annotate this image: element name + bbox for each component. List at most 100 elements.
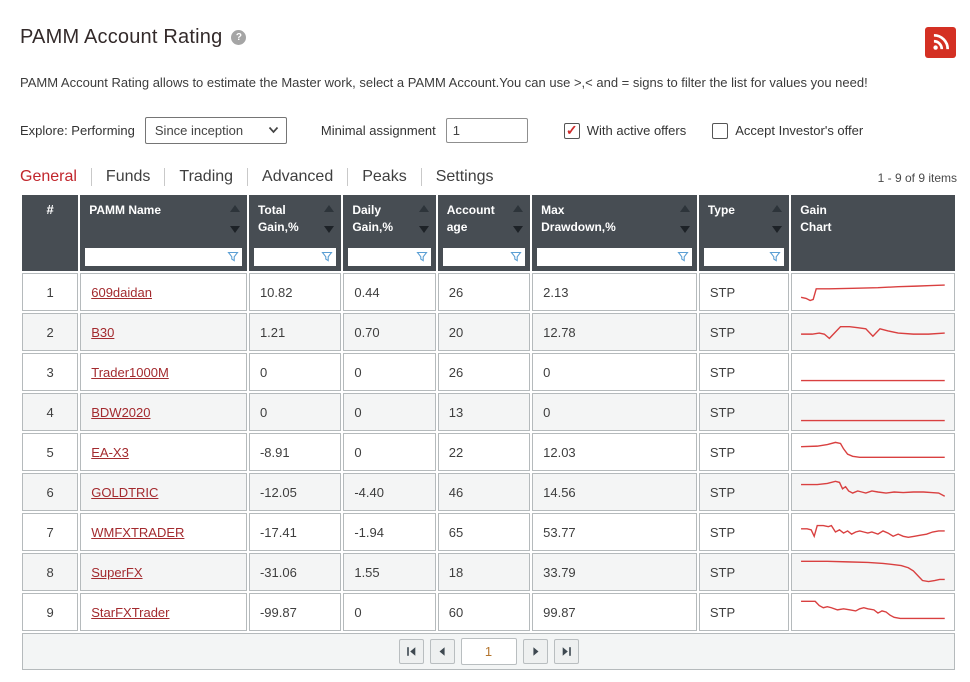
sort-asc-icon[interactable] — [324, 205, 335, 212]
total-gain-cell: -8.91 — [248, 433, 342, 471]
column-header-pamm-name[interactable]: PAMM Name — [80, 195, 247, 271]
column-filter — [85, 248, 242, 266]
max-drawdown-cell: 33.79 — [532, 553, 697, 591]
gain-sparkline — [797, 596, 949, 628]
sort-asc-icon[interactable] — [679, 205, 690, 212]
pamm-link[interactable]: BDW2020 — [91, 405, 151, 420]
row-number-cell: 5 — [22, 433, 79, 471]
last-page-button[interactable] — [553, 639, 579, 664]
tab-funds[interactable]: Funds — [105, 168, 151, 185]
gain-chart-cell — [791, 553, 955, 591]
row-number-cell: 9 — [22, 593, 79, 631]
sort-desc-icon[interactable] — [679, 226, 690, 233]
accept-investors-offer-checkbox-group[interactable]: ✓ Accept Investor's offer — [712, 122, 863, 139]
period-select[interactable]: Since inception — [144, 117, 287, 144]
table-row: 7 WMFXTRADER -17.41 -1.94 65 53.77 STP — [22, 513, 955, 551]
tab-separator — [247, 168, 249, 186]
rss-button[interactable] — [925, 27, 956, 58]
total-gain-cell: -99.87 — [248, 593, 342, 631]
column-filter — [442, 248, 526, 266]
row-number-cell: 8 — [22, 553, 79, 591]
sort-asc-icon[interactable] — [229, 205, 240, 212]
column-header-type[interactable]: Type — [698, 195, 790, 271]
pamm-link[interactable]: B30 — [91, 325, 115, 340]
sort-desc-icon[interactable] — [324, 226, 335, 233]
column-header-account-age[interactable]: Account age — [437, 195, 531, 271]
tab-trading[interactable]: Trading — [179, 168, 234, 185]
page-title: PAMM Account Rating — [20, 26, 223, 48]
column-header-max-drawdown[interactable]: Max Drawdown,% — [532, 195, 697, 271]
filter-input-account-age[interactable] — [442, 248, 526, 266]
total-gain-cell: 0 — [248, 353, 342, 391]
pamm-link[interactable]: 609daidan — [91, 285, 152, 300]
sort-asc-icon[interactable] — [772, 205, 783, 212]
max-drawdown-cell: 0 — [532, 393, 697, 431]
pamm-link[interactable]: StarFXTrader — [91, 605, 170, 620]
minimal-assignment-input[interactable] — [445, 118, 528, 143]
column-header-daily-gain[interactable]: Daily Gain,% — [343, 195, 436, 271]
gain-sparkline — [797, 276, 949, 308]
first-page-button[interactable] — [398, 639, 424, 664]
tab-settings[interactable]: Settings — [435, 168, 494, 185]
sort-asc-icon[interactable] — [418, 205, 429, 212]
pamm-name-cell: WMFXTRADER — [80, 513, 247, 551]
period-select-wrap: Since inception — [144, 117, 287, 144]
type-cell: STP — [698, 593, 790, 631]
pamm-link[interactable]: GOLDTRIC — [91, 485, 159, 500]
filter-input-total-gain[interactable] — [253, 248, 337, 266]
total-gain-cell: -12.05 — [248, 473, 342, 511]
with-active-offers-label: With active offers — [586, 123, 687, 138]
daily-gain-cell: 0 — [343, 393, 436, 431]
tab-general[interactable]: General — [20, 168, 77, 185]
table-row: 9 StarFXTrader -99.87 0 60 99.87 STP — [22, 593, 955, 631]
sort-desc-icon[interactable] — [772, 226, 783, 233]
sort-desc-icon[interactable] — [418, 226, 429, 233]
pamm-link[interactable]: Trader1000M — [91, 365, 169, 380]
column-label: Max Drawdown,% — [541, 203, 616, 234]
column-header-: # — [22, 195, 79, 271]
pamm-link[interactable]: WMFXTRADER — [91, 525, 185, 540]
accept-investors-offer-checkbox[interactable]: ✓ — [712, 122, 729, 139]
pamm-name-cell: SuperFX — [80, 553, 247, 591]
gain-chart-cell — [791, 513, 955, 551]
tab-advanced[interactable]: Advanced — [262, 168, 334, 185]
sort-desc-icon[interactable] — [229, 226, 240, 233]
tab-peaks[interactable]: Peaks — [362, 168, 407, 185]
gain-chart-cell — [791, 593, 955, 631]
tab-separator — [90, 168, 92, 186]
pamm-link[interactable]: SuperFX — [91, 565, 143, 580]
items-count: 1 - 9 of 9 items — [877, 171, 957, 185]
column-header-total-gain[interactable]: Total Gain,% — [248, 195, 342, 271]
filter-input-max-drawdown[interactable] — [537, 248, 692, 266]
account-age-cell: 22 — [437, 433, 531, 471]
sort-asc-icon[interactable] — [513, 205, 524, 212]
prev-page-button[interactable] — [429, 639, 455, 664]
total-gain-cell: -31.06 — [248, 553, 342, 591]
column-label: PAMM Name — [89, 203, 162, 217]
explore-label: Explore: Performing — [20, 123, 135, 138]
account-age-cell: 18 — [437, 553, 531, 591]
sort-desc-icon[interactable] — [513, 226, 524, 233]
row-number-cell: 2 — [22, 313, 79, 351]
checkmark-icon: ✓ — [565, 121, 578, 138]
next-page-button[interactable] — [522, 639, 548, 664]
filter-input-pamm-name[interactable] — [85, 248, 242, 266]
type-cell: STP — [698, 473, 790, 511]
tab-separator — [164, 168, 166, 186]
with-active-offers-checkbox[interactable]: ✓ — [563, 121, 580, 139]
column-label: # — [46, 202, 54, 217]
pamm-name-cell: GOLDTRIC — [80, 473, 247, 511]
help-icon[interactable]: ? — [231, 30, 247, 45]
filter-input-daily-gain[interactable] — [348, 248, 431, 266]
gain-sparkline — [797, 516, 949, 548]
table-row: 2 B30 1.21 0.70 20 12.78 STP — [22, 313, 955, 351]
max-drawdown-cell: 12.03 — [532, 433, 697, 471]
tab-separator — [420, 168, 422, 186]
with-active-offers-checkbox-group[interactable]: ✓ With active offers — [563, 121, 687, 139]
type-cell: STP — [698, 513, 790, 551]
account-age-cell: 13 — [437, 393, 531, 431]
filter-input-type[interactable] — [703, 248, 785, 266]
daily-gain-cell: -4.40 — [343, 473, 436, 511]
pamm-link[interactable]: EA-X3 — [91, 445, 129, 460]
page-number-input[interactable] — [460, 638, 517, 665]
